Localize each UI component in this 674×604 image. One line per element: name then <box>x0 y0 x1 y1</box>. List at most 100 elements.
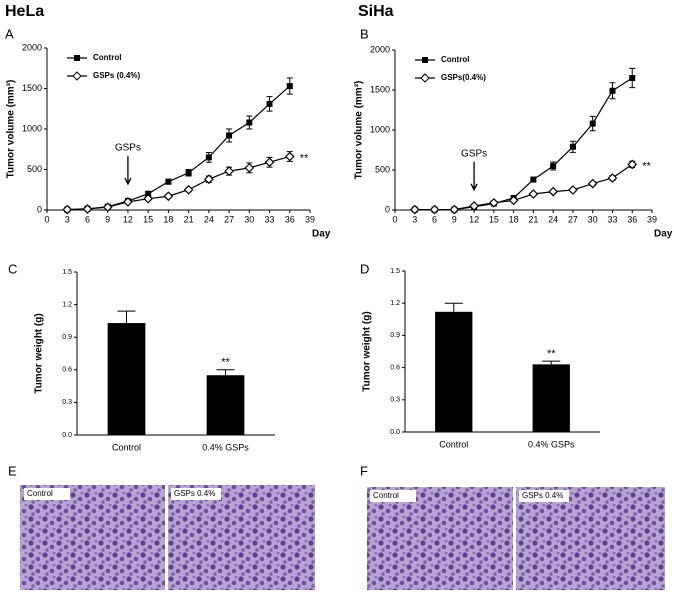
y-tick-label: 2000 <box>22 42 42 52</box>
marker <box>205 154 212 161</box>
panel-label: E <box>8 463 17 478</box>
image-label: Control <box>373 491 399 500</box>
x-tick-label: 21 <box>528 214 538 224</box>
y-tick-label: 1000 <box>370 124 390 134</box>
histology-image <box>516 487 665 590</box>
series-line <box>67 85 291 211</box>
marker <box>143 193 154 204</box>
y-tick-label: 0.6 <box>62 367 72 374</box>
x-tick-label: 0 <box>44 214 49 224</box>
marker <box>528 189 539 199</box>
annotation: GSPs <box>461 148 487 159</box>
marker <box>102 202 113 213</box>
x-tick-label: Control <box>439 439 468 449</box>
series-line <box>67 155 290 211</box>
panel-label: C <box>8 261 17 276</box>
error-bar <box>542 360 561 365</box>
legend-marker <box>72 71 82 81</box>
marker <box>264 157 275 168</box>
marker <box>629 75 636 81</box>
series-line <box>414 77 633 211</box>
label-box <box>519 490 569 502</box>
marker <box>145 190 152 197</box>
x-tick-label: 0 <box>392 214 397 224</box>
x-tick-label: 30 <box>588 214 598 224</box>
y-tick-label: 1.2 <box>390 300 400 307</box>
panel-label: D <box>360 261 369 276</box>
x-axis-label: Day <box>654 229 673 240</box>
y-tick-label: 0 <box>37 204 42 214</box>
significance: ** <box>221 357 230 369</box>
x-tick-label: 9 <box>105 214 110 224</box>
marker <box>224 166 234 176</box>
marker <box>82 204 93 214</box>
histology-image <box>168 485 315 590</box>
marker <box>429 204 440 215</box>
significance: ** <box>547 348 556 360</box>
x-tick-label: 36 <box>285 214 295 224</box>
panel-label: A <box>5 26 14 41</box>
y-tick-label: 0.9 <box>390 332 400 339</box>
marker <box>286 83 293 90</box>
annotation-arrow <box>470 161 478 192</box>
x-tick-label: 33 <box>607 214 617 224</box>
marker <box>409 204 420 215</box>
y-axis-label: Tumor weight (g) <box>34 313 45 393</box>
significance: ** <box>642 160 651 172</box>
series-line <box>414 163 633 211</box>
y-tick-label: 1.5 <box>390 268 400 275</box>
y-tick-label: 0.0 <box>62 432 72 439</box>
bar <box>435 311 473 432</box>
x-tick-label: 6 <box>432 214 437 224</box>
x-tick-label: 3 <box>65 214 70 224</box>
x-tick-label: 21 <box>184 214 194 224</box>
x-tick-label: 15 <box>143 214 153 224</box>
error-bar <box>216 369 235 376</box>
y-tick-label: 0.3 <box>390 397 400 404</box>
image-label: Control <box>27 489 53 498</box>
y-tick-label: 1000 <box>22 123 42 133</box>
marker <box>183 184 194 195</box>
bar <box>532 364 570 432</box>
error-bar <box>444 302 463 312</box>
y-axis-label: Tumor weight (g) <box>362 311 373 391</box>
legend-label: Control <box>93 53 121 62</box>
x-tick-label: 33 <box>265 214 275 224</box>
error-bar <box>117 310 136 324</box>
y-tick-label: 1500 <box>22 83 42 93</box>
marker <box>123 197 133 207</box>
x-axis-label: Day <box>312 229 331 240</box>
x-tick-label: 18 <box>163 214 173 224</box>
marker <box>203 174 214 185</box>
marker <box>587 178 598 189</box>
y-tick-label: 0.0 <box>390 429 400 436</box>
annotation-arrow <box>124 156 132 186</box>
x-tick-label: 24 <box>204 214 214 224</box>
x-tick-label: 0.4% GSPs <box>528 439 575 449</box>
panel-label: F <box>360 463 368 478</box>
x-tick-label: 15 <box>489 214 499 224</box>
legend-marker <box>420 73 430 83</box>
x-tick-label: 30 <box>244 214 254 224</box>
y-axis-label: Tumor volume (mm³) <box>354 81 365 180</box>
legend-marker <box>74 55 80 61</box>
x-tick-label: 39 <box>305 214 315 224</box>
marker <box>530 176 537 183</box>
x-tick-label: 12 <box>123 214 133 224</box>
marker <box>163 191 174 202</box>
image-label: GSPs 0.4% <box>522 491 563 500</box>
marker <box>508 195 519 206</box>
x-tick-label: 27 <box>568 214 578 224</box>
marker <box>548 186 559 197</box>
figure-title: SiHa <box>358 3 394 20</box>
marker <box>185 169 192 176</box>
figure-title: HeLa <box>5 3 44 20</box>
marker <box>226 132 233 139</box>
x-tick-label: 18 <box>509 214 519 224</box>
legend-marker <box>422 57 428 63</box>
y-tick-label: 1.2 <box>62 301 72 308</box>
y-tick-label: 0 <box>385 204 390 214</box>
legend-label: Control <box>441 55 469 64</box>
significance: ** <box>300 152 309 164</box>
